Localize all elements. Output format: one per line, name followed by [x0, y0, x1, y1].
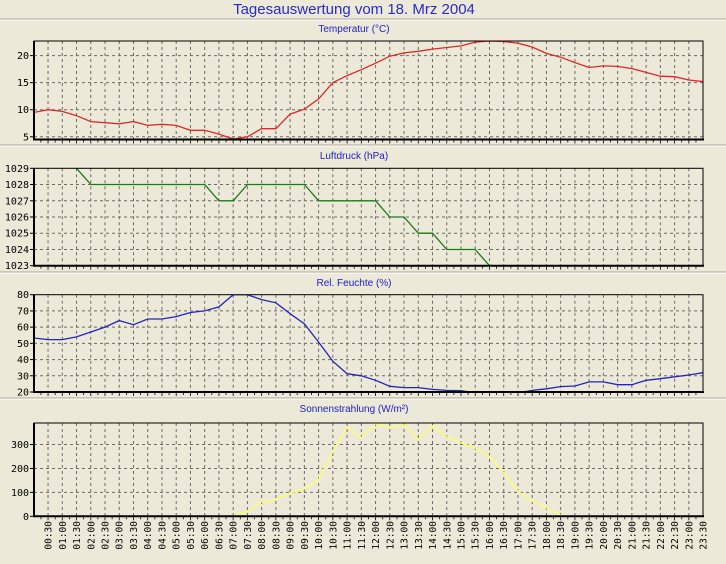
- x-tick-label: 23:00: [684, 521, 695, 550]
- pressure-chart: Luftdruck (hPa) 1023 1024 1025 1026 1027 1028 1…: [0, 144, 726, 272]
- x-tick-label: 18:00: [542, 521, 553, 550]
- x-tick-label: 19:00: [570, 521, 581, 550]
- x-tick-label: 08:00: [257, 521, 268, 550]
- x-tick-label: 09:30: [300, 521, 311, 550]
- x-tick-label: 06:00: [200, 521, 211, 550]
- y-tick-label: 1024: [5, 245, 29, 256]
- humidity-series: [34, 294, 703, 393]
- y-tick-label: 1025: [5, 229, 29, 240]
- x-tick-label: 12:00: [371, 521, 382, 550]
- y-tick-label: 1029: [5, 164, 29, 175]
- x-tick-label: 11:30: [357, 521, 368, 550]
- x-tick-label: 06:30: [214, 521, 225, 550]
- y-tick-label: 15: [17, 78, 29, 89]
- x-tick-label: 10:30: [328, 521, 339, 550]
- humidity-chart: Rel. Feuchte (%) 20 30 40 50 60 70 80: [0, 271, 726, 399]
- humidity-line: [34, 294, 475, 393]
- x-tick-label: 16:00: [485, 521, 496, 550]
- x-tick-label: 12:30: [385, 521, 396, 550]
- x-tick-label: 18:30: [556, 521, 567, 550]
- x-tick-label: 02:00: [86, 521, 97, 550]
- y-tick-label: 30: [17, 371, 29, 382]
- x-tick-label: 04:00: [143, 521, 154, 550]
- y-tick-label: 300: [11, 440, 29, 451]
- x-tick-label: 11:00: [343, 521, 354, 550]
- y-tick-label: 40: [17, 355, 29, 366]
- x-tick-label: 14:00: [428, 521, 439, 550]
- plot-frame: [33, 422, 704, 517]
- x-tick-label: 05:30: [186, 521, 197, 550]
- x-tick-label: 22:00: [656, 521, 667, 550]
- solar-radiation-chart: Sonnenstrahlung (W/m²) 0 100 200 300: [0, 397, 726, 523]
- x-tick-label: 13:00: [400, 521, 411, 550]
- x-tick-label: 01:30: [72, 521, 83, 550]
- pressure-series: [76, 168, 490, 266]
- x-tick-label: 05:00: [172, 521, 183, 550]
- temperature-series: [34, 41, 703, 140]
- x-tick-label: 14:30: [442, 521, 453, 550]
- y-tick-label: 60: [17, 323, 29, 334]
- x-tick-label: 07:00: [229, 521, 240, 550]
- y-tick-label: 5: [23, 132, 29, 143]
- y-tick-label: 50: [17, 339, 29, 350]
- x-tick-label: 02:30: [101, 521, 112, 550]
- temperature-title: Temperatur (°C): [318, 24, 389, 35]
- y-tick-label: 100: [11, 488, 29, 499]
- x-tick-label: 03:30: [129, 521, 140, 550]
- humidity-title: Rel. Feuchte (%): [316, 278, 391, 289]
- y-tick-label: 1026: [5, 213, 29, 224]
- x-tick-label: 21:30: [642, 521, 653, 550]
- y-tick-label: 20: [17, 51, 29, 62]
- x-tick-label: 10:00: [314, 521, 325, 550]
- x-tick-label: 00:30: [44, 521, 55, 550]
- x-tick-label: 13:30: [414, 521, 425, 550]
- solar-radiation-line: [34, 423, 703, 517]
- x-axis-labels: 00:30 01:00 01:30 02:00 02:30 03:00 03:30 04:00…: [44, 521, 710, 550]
- x-tick-label: 15:00: [457, 521, 468, 550]
- plot-frame: [33, 167, 704, 267]
- solar-radiation-title: Sonnenstrahlung (W/m²): [300, 404, 409, 415]
- y-tick-label: 20: [17, 388, 29, 399]
- x-tick-label: 07:30: [243, 521, 254, 550]
- plot-frame: [33, 40, 704, 140]
- y-tick-label: 1023: [5, 261, 29, 272]
- y-tick-label: 1027: [5, 196, 29, 207]
- pressure-title: Luftdruck (hPa): [320, 151, 388, 162]
- x-tick-label: 20:30: [613, 521, 624, 550]
- x-tick-label: 19:30: [585, 521, 596, 550]
- y-tick-label: 1028: [5, 180, 29, 191]
- solar-radiation-series: [34, 423, 703, 517]
- x-tick-label: 15:30: [471, 521, 482, 550]
- x-tick-label: 01:00: [58, 521, 69, 550]
- x-tick-label: 09:00: [286, 521, 297, 550]
- x-tick-label: 23:30: [699, 521, 710, 550]
- y-tick-label: 80: [17, 290, 29, 301]
- x-tick-label: 03:00: [115, 521, 126, 550]
- x-tick-label: 17:00: [513, 521, 524, 550]
- pressure-line: [76, 168, 490, 266]
- y-tick-label: 0: [23, 512, 29, 523]
- x-tick-label: 08:30: [271, 521, 282, 550]
- page-title: Tagesauswertung vom 18. Mrz 2004: [233, 1, 475, 18]
- x-tick-label: 22:30: [670, 521, 681, 550]
- temperature-line: [34, 41, 703, 140]
- x-tick-label: 04:30: [157, 521, 168, 550]
- x-tick-label: 20:00: [599, 521, 610, 550]
- y-tick-label: 70: [17, 306, 29, 317]
- humidity-line: [518, 372, 703, 393]
- temperature-chart: Temperatur (°C) 5 10 15 20: [0, 18, 726, 144]
- y-tick-label: 200: [11, 464, 29, 475]
- y-tick-label: 10: [17, 105, 29, 116]
- x-tick-label: 16:30: [499, 521, 510, 550]
- x-tick-label: 21:00: [627, 521, 638, 550]
- x-tick-label: 17:30: [528, 521, 539, 550]
